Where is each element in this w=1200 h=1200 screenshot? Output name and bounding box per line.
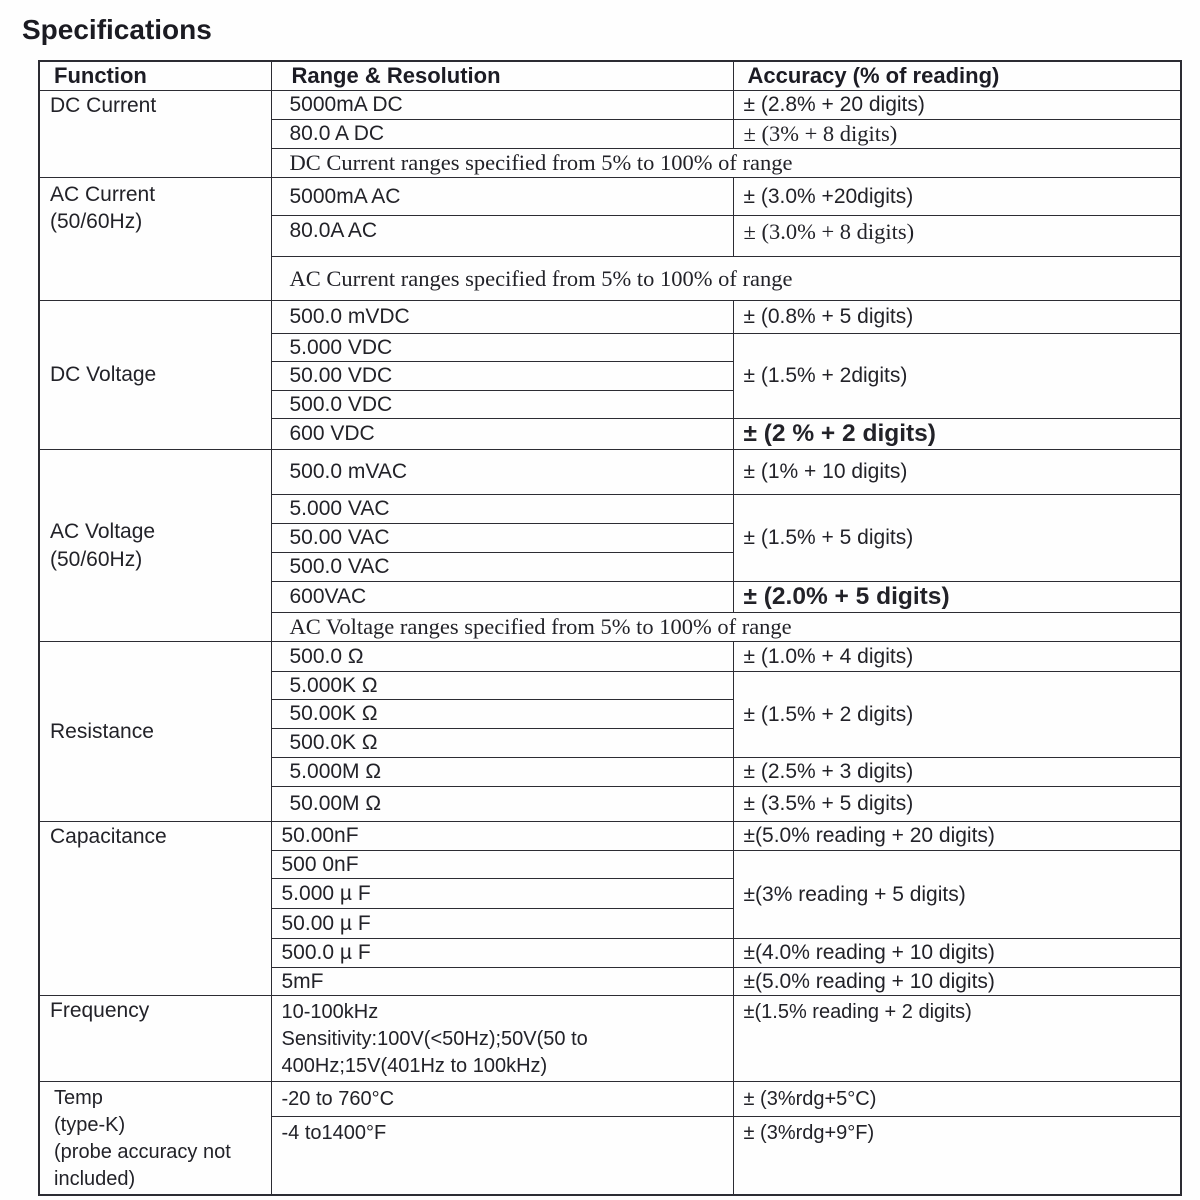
cell-range: 50.00 VDC [270,361,734,391]
cell-accuracy: ± (3% + 8 digits) [732,119,1182,149]
cell-range: 50.00K Ω [270,699,734,729]
table-row: 50.00 VAC [39,523,1181,553]
cell-accuracy: ± (3.0% + 8 digits) [732,215,1182,257]
specifications-table: Function Range & Resolution Accuracy (% … [38,60,1182,1196]
cell-accuracy: ±(4.0% reading + 10 digits) [732,938,1182,968]
cell-accuracy: ±(5.0% reading + 20 digits) [732,821,1182,851]
cell-range: 600 VDC [270,418,734,450]
table-row: AC Current ranges specified from 5% to 1… [39,256,1182,301]
cell-function: Temp (type-K) (probe accuracy not includ… [38,1081,272,1196]
cell-function: Capacitance [38,821,272,996]
cell-accuracy: ± (2.5% + 3 digits) [732,757,1182,787]
cell-range: 5.000M Ω [270,757,734,787]
table-row: 5.000 VAC ± (1.5% + 5 digits) [39,494,1182,582]
table-row: 5.000 VDC ± (1.5% + 2digits) [39,333,1182,419]
cell-accuracy: ± (2.0% + 5 digits) [732,581,1182,613]
cell-function: Resistance [38,641,272,822]
cell-range: -4 to1400°F [270,1116,734,1196]
table-row: 5.000K Ω ± (1.5% + 2 digits) [39,671,1182,758]
cell-range: -20 to 760°C [270,1080,734,1118]
cell-accuracy: ± (1% + 10 digits) [732,449,1182,495]
header-range: Range & Resolution [270,60,734,91]
table-row: 80.0A AC ± (3.0% + 8 digits) [39,215,1182,257]
table-row: -4 to1400°F ± (3%rdg+9°F) [39,1116,1182,1196]
cell-range: 5.000 µ F [270,878,734,909]
cell-note: DC Current ranges specified from 5% to 1… [270,148,1182,178]
cell-function: Frequency [38,995,272,1082]
cell-range: 500.0K Ω [270,728,734,758]
cell-accuracy: ± (2 % + 2 digits) [732,418,1182,450]
cell-accuracy: ± (3%rdg+9°F) [732,1116,1182,1196]
cell-range: 500.0 VDC [270,390,734,419]
cell-accuracy: ± (0.8% + 5 digits) [732,300,1182,334]
cell-function: DC Voltage [38,300,272,450]
table-row: 50.00M Ω ± (3.5% + 5 digits) [39,786,1182,822]
table-row: Capacitance 50.00nF ±(5.0% reading + 20 … [38,821,1182,996]
cell-range: 500.0 mVDC [270,300,734,334]
cell-range: 5.000K Ω [270,671,734,700]
cell-range: 10-100kHz Sensitivity:100V(<50Hz);50V(50… [270,995,734,1082]
cell-range: 500.0 mVAC [270,449,734,495]
cell-range: 5.000 VAC [270,494,734,524]
table-row: DC Current ranges specified from 5% to 1… [39,148,1182,178]
table-row: 50.00 VDC [39,361,1181,391]
cell-range: 500.0 µ F [270,938,734,968]
cell-range: 50.00M Ω [270,786,734,822]
table-row: 500.0 µ F ±(4.0% reading + 10 digits) [39,938,1182,968]
table-row: 600 VDC ± (2 % + 2 digits) [39,418,1182,450]
cell-accuracy: ± (3.0% +20digits) [732,177,1182,216]
table-row: 50.00K Ω [39,699,1181,729]
table-row: Frequency 10-100kHz Sensitivity:100V(<50… [38,995,1182,1082]
cell-accuracy: ±(5.0% reading + 10 digits) [732,967,1182,996]
cell-accuracy: ± (3%rdg+5°C) [732,1080,1182,1118]
table-row: 5.000M Ω ± (2.5% + 3 digits) [39,757,1182,787]
cell-range: 50.00 VAC [270,523,734,553]
table-row: 5mF ±(5.0% reading + 10 digits) [39,967,1182,996]
cell-range: 50.00nF [270,821,734,851]
cell-range: 500 0nF [270,850,734,879]
cell-function: AC Voltage (50/60Hz) [38,449,272,642]
cell-note: AC Current ranges specified from 5% to 1… [270,256,1182,301]
table-row: 500 0nF ±(3% reading + 5 digits) [39,850,1182,939]
cell-accuracy: ± (3.5% + 5 digits) [732,786,1182,822]
cell-accuracy: ±(1.5% reading + 2 digits) [732,995,1182,1082]
cell-range: 80.0 A DC [270,119,734,149]
cell-range: 500.0 VAC [270,552,734,582]
table-row: DC Current 5000mA DC ± (2.8% + 20 digits… [38,90,1182,178]
page-title: Specifications [22,14,212,45]
cell-function: DC Current [38,90,272,178]
table-row: Temp (type-K) (probe accuracy not includ… [38,1080,1182,1196]
cell-range: 600VAC [270,581,734,613]
header-accuracy: Accuracy (% of reading) [732,60,1182,91]
cell-range: 5mF [270,967,734,996]
table-row: Resistance 500.0 Ω ± (1.0% + 4 digits) [38,641,1182,822]
table-row: AC Current (50/60Hz) 5000mA AC ± (3.0% +… [38,177,1182,301]
table-row: DC Voltage 500.0 mVDC ± (0.8% + 5 digits… [38,300,1182,450]
cell-range: 5.000 VDC [270,333,734,362]
table-row: 80.0 A DC ± (3% + 8 digits) [39,119,1182,149]
cell-accuracy: ± (1.5% + 5 digits) [732,494,1182,582]
cell-accuracy: ±(3% reading + 5 digits) [732,850,1182,939]
cell-range: 50.00 µ F [270,908,734,939]
table-row: AC Voltage ranges specified from 5% to 1… [39,612,1182,642]
cell-accuracy: ± (1.5% + 2 digits) [732,671,1182,758]
cell-note: AC Voltage ranges specified from 5% to 1… [270,612,1182,642]
table-row: AC Voltage (50/60Hz) 500.0 mVAC ± (1% + … [38,449,1182,642]
cell-accuracy: ± (2.8% + 20 digits) [732,90,1182,120]
table-header-row: Function Range & Resolution Accuracy (% … [38,60,1182,91]
cell-range: 5000mA DC [270,90,734,120]
header-function: Function [38,60,272,91]
cell-accuracy: ± (1.0% + 4 digits) [732,641,1182,672]
cell-range: 5000mA AC [270,177,734,216]
cell-accuracy: ± (1.5% + 2digits) [732,333,1182,419]
cell-function: AC Current (50/60Hz) [38,177,272,301]
cell-range: 500.0 Ω [270,641,734,672]
cell-range: 80.0A AC [270,215,734,257]
